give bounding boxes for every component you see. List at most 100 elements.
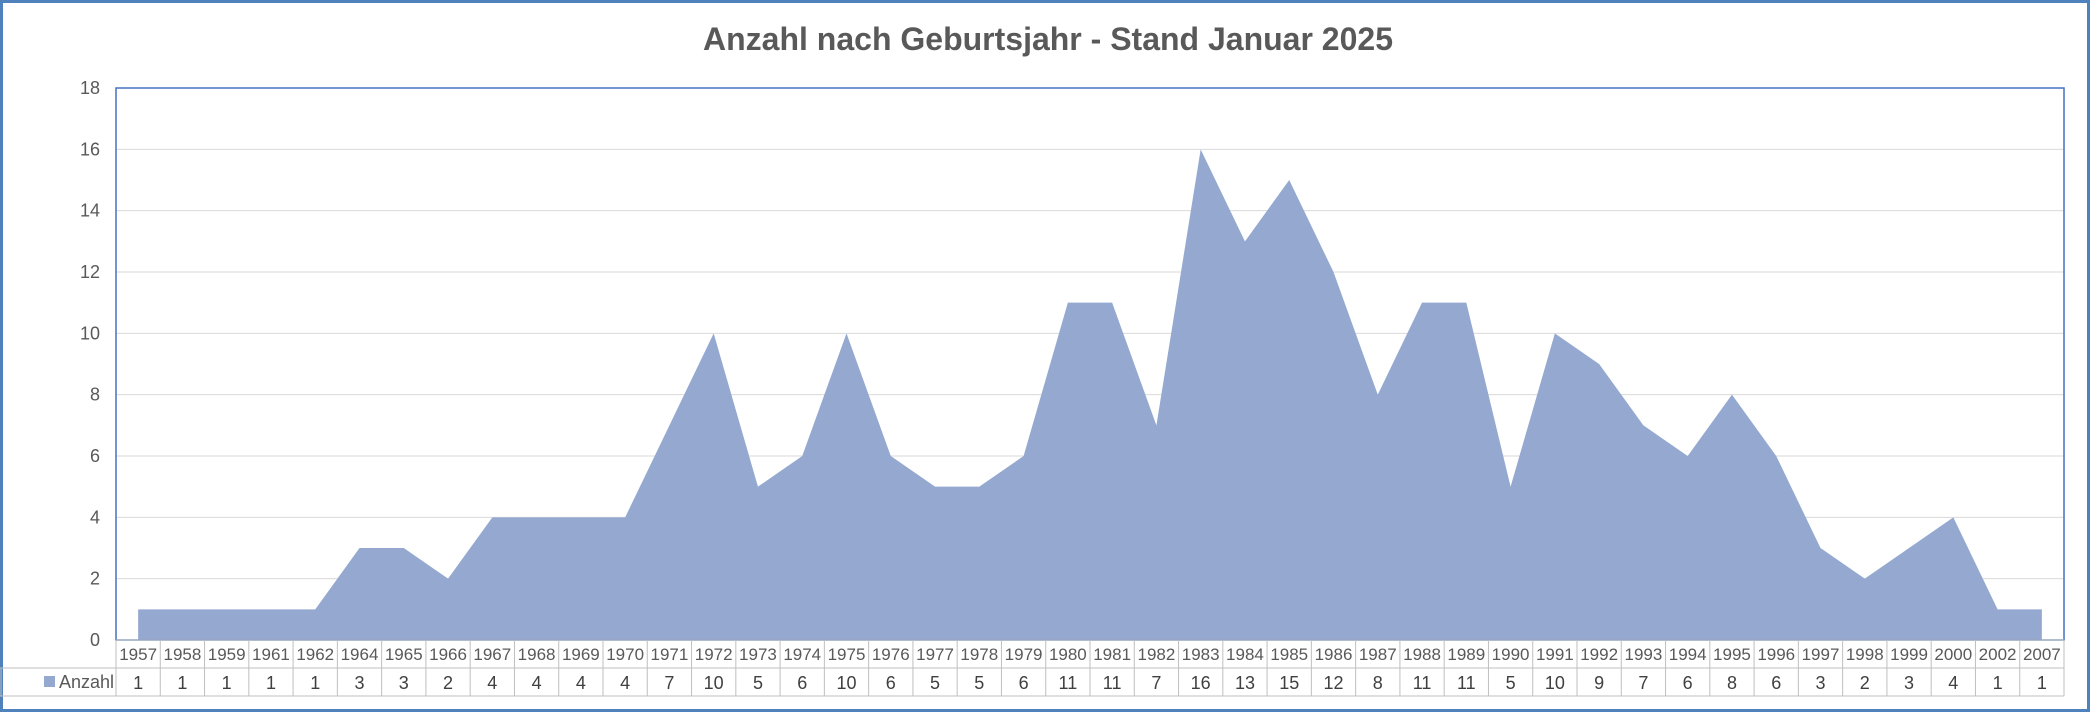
legend-swatch (44, 676, 55, 687)
data-label: 1 (310, 673, 320, 693)
data-label: 6 (1683, 673, 1693, 693)
x-tick-label: 1968 (518, 645, 556, 664)
y-axis: 0 2 4 6 8 10 12 14 16 18 (80, 78, 100, 650)
x-tick-label: 1994 (1669, 645, 1707, 664)
x-tick-label: 1962 (296, 645, 334, 664)
x-tick-label: 1999 (1890, 645, 1928, 664)
data-label: 10 (836, 673, 856, 693)
data-label: 8 (1727, 673, 1737, 693)
x-tick-label: 1978 (960, 645, 998, 664)
legend-label: Anzahl (59, 672, 114, 692)
data-label: 3 (399, 673, 409, 693)
x-tick-label: 1965 (385, 645, 423, 664)
x-tick-label: 1985 (1270, 645, 1308, 664)
data-label: 6 (886, 673, 896, 693)
y-tick-label: 16 (80, 139, 100, 159)
data-label: 12 (1323, 673, 1343, 693)
data-label: 3 (1904, 673, 1914, 693)
x-tick-label: 2000 (1934, 645, 1972, 664)
data-label: 4 (487, 673, 497, 693)
data-label: 3 (1815, 673, 1825, 693)
x-tick-label: 2002 (1979, 645, 2017, 664)
y-tick-label: 0 (90, 630, 100, 650)
data-label: 1 (2037, 673, 2047, 693)
y-tick-label: 18 (80, 78, 100, 98)
data-label: 2 (1860, 673, 1870, 693)
x-tick-label: 1964 (341, 645, 379, 664)
data-label: 1 (266, 673, 276, 693)
area-series (138, 149, 2042, 641)
data-label: 1 (222, 673, 232, 693)
y-tick-label: 4 (90, 507, 100, 527)
y-tick-label: 6 (90, 446, 100, 466)
chart-title: Anzahl nach Geburtsjahr - Stand Januar 2… (703, 21, 1393, 57)
x-tick-label: 1993 (1624, 645, 1662, 664)
x-tick-label: 1981 (1093, 645, 1131, 664)
x-tick-label: 1987 (1359, 645, 1397, 664)
data-label: 10 (704, 673, 724, 693)
data-label: 2 (443, 673, 453, 693)
x-tick-label: 1995 (1713, 645, 1751, 664)
y-tick-label: 12 (80, 262, 100, 282)
x-tick-label: 1983 (1182, 645, 1220, 664)
x-tick-label: 1961 (252, 645, 290, 664)
data-label: 5 (1506, 673, 1516, 693)
x-tick-label: 1971 (650, 645, 688, 664)
x-tick-label: 1969 (562, 645, 600, 664)
data-label: 8 (1373, 673, 1383, 693)
data-label: 4 (1948, 673, 1958, 693)
x-tick-label: 1979 (1005, 645, 1043, 664)
data-label: 9 (1594, 673, 1604, 693)
x-tick-label: 1996 (1757, 645, 1795, 664)
x-tick-label: 1977 (916, 645, 954, 664)
data-label: 5 (974, 673, 984, 693)
data-label: 10 (1545, 673, 1565, 693)
x-tick-label: 1982 (1137, 645, 1175, 664)
x-tick-label: 2007 (2023, 645, 2061, 664)
data-label: 5 (930, 673, 940, 693)
data-label: 1 (177, 673, 187, 693)
data-label: 13 (1235, 673, 1255, 693)
x-tick-label: 1984 (1226, 645, 1264, 664)
data-label: 6 (797, 673, 807, 693)
x-tick-label: 1980 (1049, 645, 1087, 664)
x-tick-label: 1976 (872, 645, 910, 664)
x-tick-label: 1986 (1315, 645, 1353, 664)
x-tick-label: 1991 (1536, 645, 1574, 664)
y-tick-label: 2 (90, 569, 100, 589)
data-label: 11 (1457, 673, 1476, 693)
area-fill (138, 149, 2042, 641)
data-label: 6 (1019, 673, 1029, 693)
x-tick-label: 1972 (695, 645, 733, 664)
data-label: 11 (1059, 673, 1078, 693)
x-tick-label: 1966 (429, 645, 467, 664)
y-tick-label: 10 (80, 323, 100, 343)
data-label: 6 (1771, 673, 1781, 693)
x-tick-label: 1970 (606, 645, 644, 664)
x-tick-label: 1997 (1802, 645, 1840, 664)
data-label: 4 (532, 673, 542, 693)
x-tick-label: 1990 (1492, 645, 1530, 664)
data-label: 1 (133, 673, 143, 693)
data-label: 4 (576, 673, 586, 693)
x-tick-label: 1988 (1403, 645, 1441, 664)
data-label: 5 (753, 673, 763, 693)
data-label: 3 (354, 673, 364, 693)
data-label: 11 (1103, 673, 1122, 693)
x-tick-label: 1973 (739, 645, 777, 664)
data-label: 7 (1638, 673, 1648, 693)
x-tick-label: 1998 (1846, 645, 1884, 664)
x-tick-label: 1958 (163, 645, 201, 664)
x-tick-label: 1992 (1580, 645, 1618, 664)
data-label: 7 (664, 673, 674, 693)
x-tick-label: 1957 (119, 645, 157, 664)
x-tick-label: 1967 (473, 645, 511, 664)
data-label: 16 (1191, 673, 1211, 693)
data-label: 1 (1993, 673, 2003, 693)
data-table: 1957 1958 1959 1961 1962 1964 1965 1966 1967 1968… (0, 639, 2065, 697)
y-tick-label: 14 (80, 201, 100, 221)
x-tick-label: 1959 (208, 645, 246, 664)
x-tick-label: 1975 (828, 645, 866, 664)
data-label: 15 (1279, 673, 1299, 693)
x-tick-label: 1989 (1447, 645, 1485, 664)
